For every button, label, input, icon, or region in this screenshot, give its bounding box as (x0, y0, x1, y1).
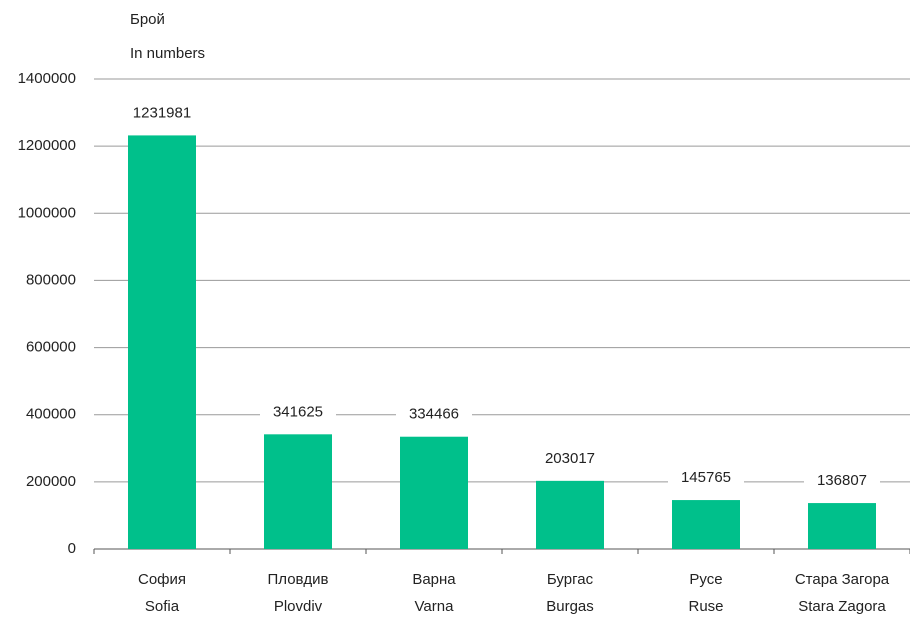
bar (128, 135, 196, 549)
value-label: 1231981 (133, 104, 191, 121)
value-label: 334466 (409, 406, 459, 423)
value-label-bg (668, 468, 744, 489)
x-tick-label: Бургас (547, 571, 594, 588)
x-tick-label: Burgas (546, 598, 594, 615)
bar (400, 436, 468, 549)
y-tick-label: 1400000 (18, 70, 76, 87)
value-label: 145765 (681, 469, 731, 486)
value-label-bg (532, 448, 608, 469)
x-tick-label: София (138, 571, 186, 588)
y-tick-label: 600000 (26, 339, 76, 356)
y-tick-label: 0 (68, 540, 76, 557)
bar (808, 503, 876, 549)
value-label: 136807 (817, 472, 867, 489)
value-label: 203017 (545, 450, 595, 467)
y-tick-label: 800000 (26, 271, 76, 288)
x-tick-label: Sofia (145, 598, 180, 615)
x-tick-label: Русе (689, 571, 722, 588)
x-tick-label: Стара Загора (795, 571, 890, 588)
y-tick-label: 1000000 (18, 204, 76, 221)
x-tick-label: Stara Zagora (798, 598, 886, 615)
y-tick-label: 400000 (26, 406, 76, 423)
x-tick-label: Пловдив (268, 571, 329, 588)
value-label-bg (804, 471, 880, 492)
value-label: 341625 (273, 403, 323, 420)
x-tick-label: Plovdiv (274, 598, 323, 615)
y-tick-label: 200000 (26, 473, 76, 490)
x-tick-label: Варна (412, 571, 456, 588)
bar (264, 434, 332, 549)
value-label-bg (260, 402, 336, 423)
value-label-bg (396, 404, 472, 425)
y-axis-label: In numbers (130, 45, 205, 62)
x-tick-label: Varna (415, 598, 455, 615)
x-tick-label: Ruse (688, 598, 723, 615)
value-label-bg (124, 103, 200, 124)
bar (536, 480, 604, 549)
y-tick-label: 1200000 (18, 137, 76, 154)
y-axis-label: Брой (130, 11, 165, 28)
bar (672, 500, 740, 549)
